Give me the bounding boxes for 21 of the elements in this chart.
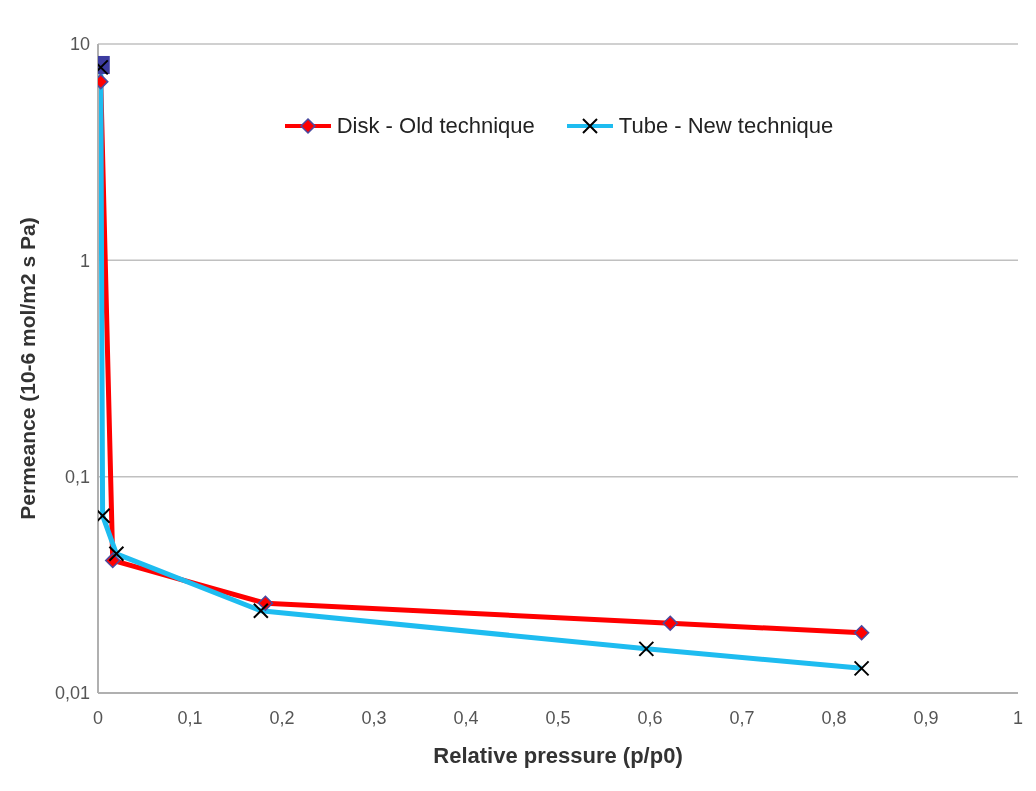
x-tick-label: 0,7 [729, 707, 755, 728]
x-tick-label: 0,3 [361, 707, 387, 728]
y-tick-label: 10 [69, 34, 90, 55]
legend-label: Disk - Old technique [336, 113, 535, 139]
x-tick-label: 1 [1012, 707, 1024, 728]
x-tick-label: 0,4 [453, 707, 479, 728]
x-tick-label: 0,5 [545, 707, 571, 728]
legend-label: Tube - New technique [618, 113, 834, 139]
x-tick-label: 0,9 [913, 707, 939, 728]
x-tick-label: 0,6 [637, 707, 663, 728]
x-axis-title: Relative pressure (p/p0) [433, 743, 683, 768]
x-tick-label: 0,1 [177, 707, 203, 728]
y-tick-label: 0,01 [54, 683, 90, 704]
point [662, 615, 678, 632]
y-tick-label: 0,1 [64, 467, 90, 488]
y-axis-title: Permeance (10-6 mol/m2 s Pa) [16, 217, 40, 520]
y-tick-label: 1 [79, 250, 90, 271]
point [853, 624, 870, 641]
x-tick-label: 0,8 [821, 707, 847, 728]
x-tick-label: 0,2 [269, 707, 295, 728]
x-tick-label: 0 [92, 707, 104, 728]
